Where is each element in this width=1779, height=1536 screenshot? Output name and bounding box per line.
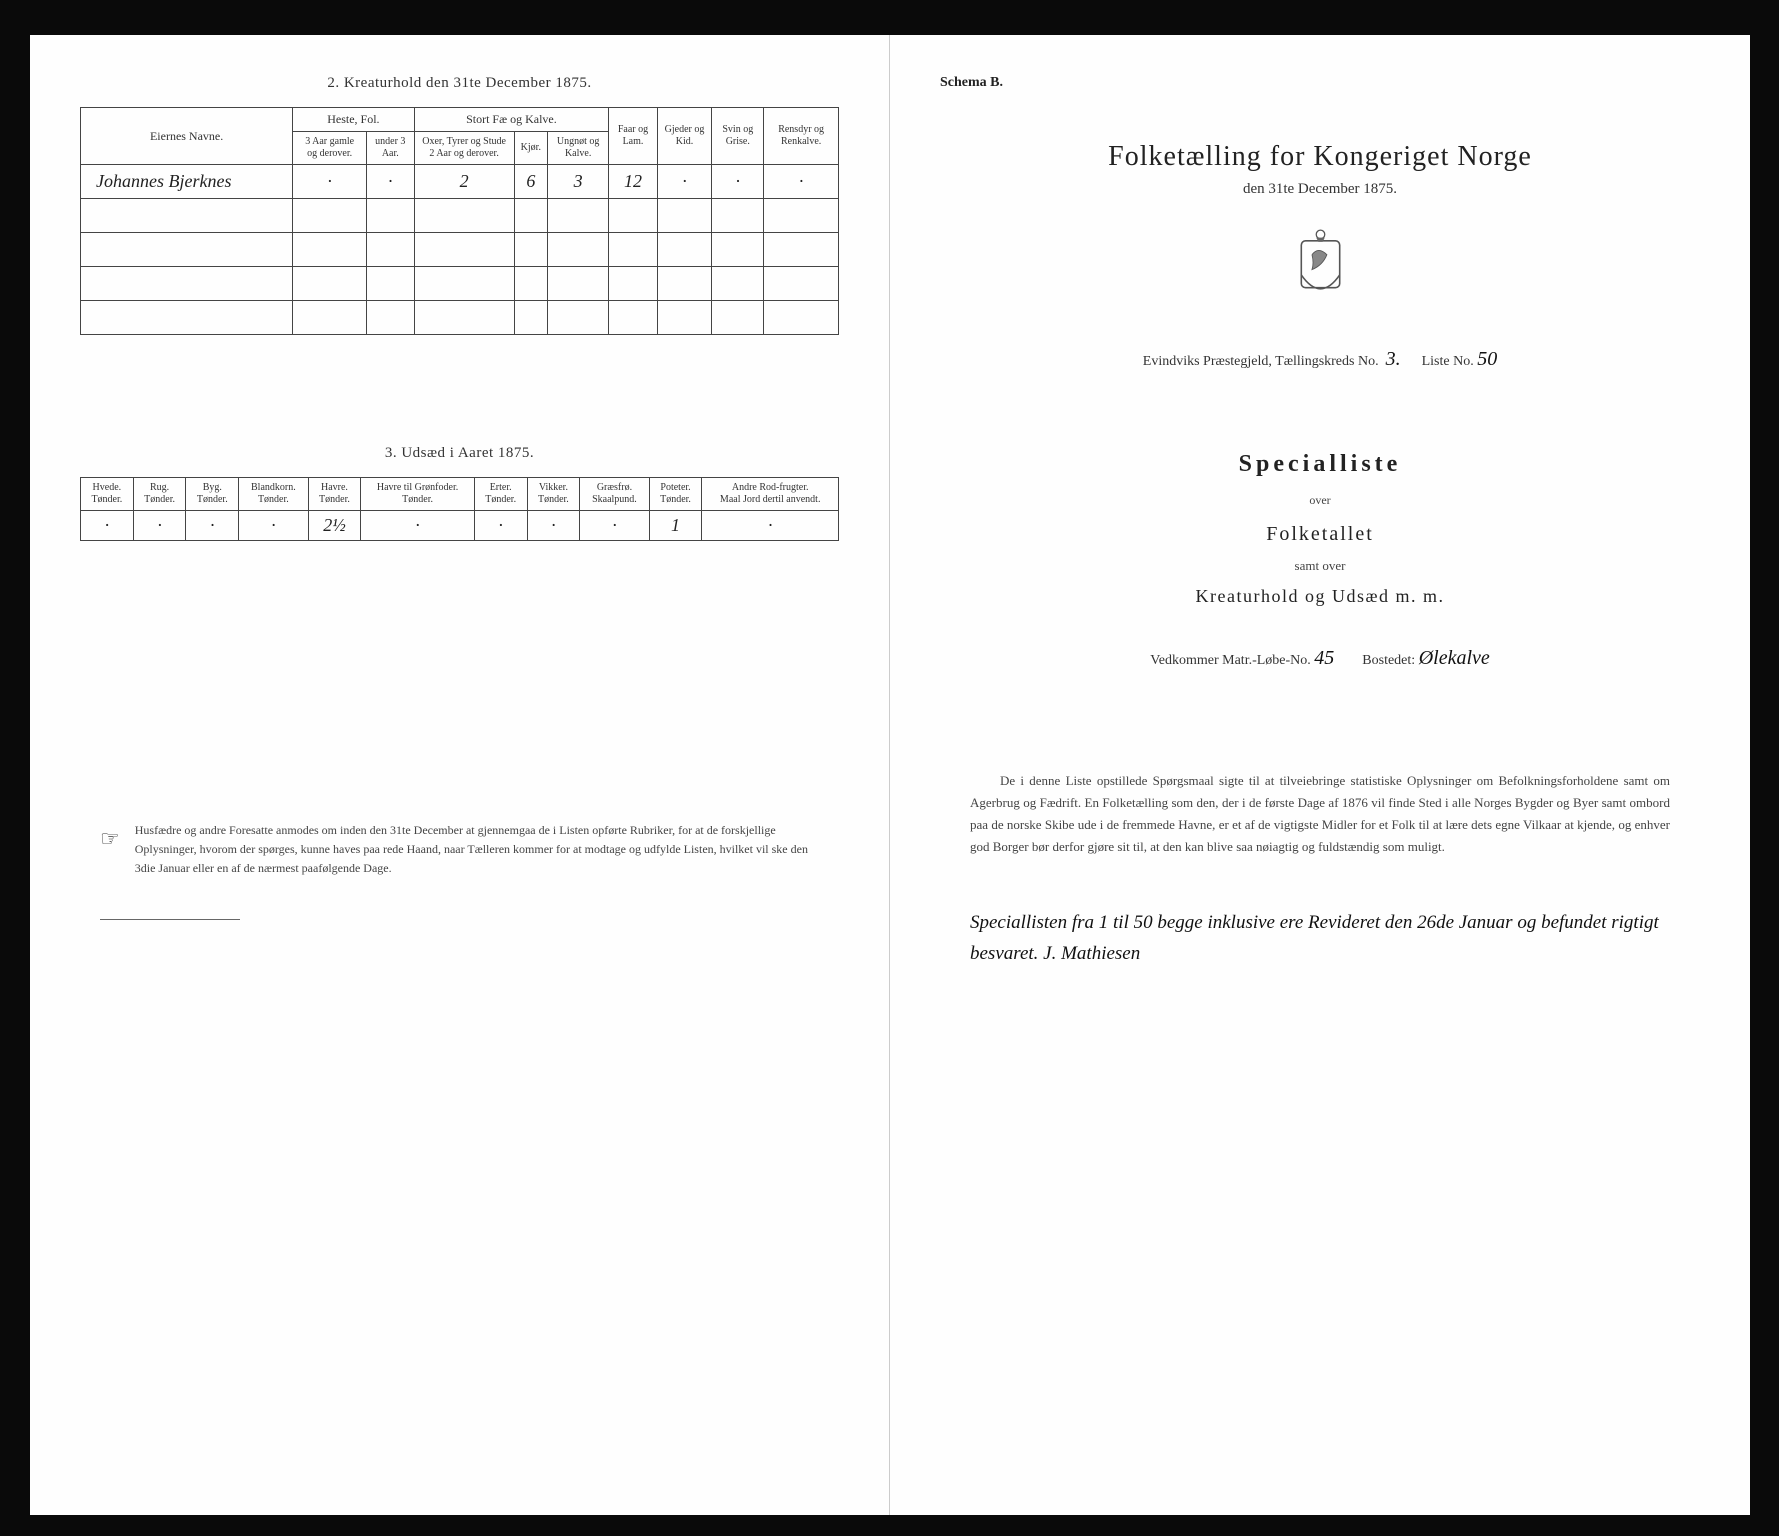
footnote-text: Husfædre og andre Foresatte anmodes om i… (135, 821, 819, 879)
cell: 12 (609, 165, 657, 199)
th: Havre.Tønder. (308, 478, 361, 511)
bostedet-label: Bostedet: (1362, 653, 1415, 668)
cell: 2½ (308, 511, 361, 541)
th: Rug.Tønder. (133, 478, 186, 511)
th-heste: Heste, Fol. (293, 108, 414, 132)
table-row: · · · · 2½ · · · · 1 · (81, 511, 839, 541)
cell: · (527, 511, 580, 541)
over-text: over (940, 493, 1700, 508)
main-title: Folketælling for Kongeriget Norge (940, 141, 1700, 173)
kreatur-text: Kreaturhold og Udsæd m. m. (940, 586, 1700, 607)
th: Andre Rod-frugter.Maal Jord dertil anven… (702, 478, 839, 511)
th: Vikker.Tønder. (527, 478, 580, 511)
cell: · (580, 511, 649, 541)
meta-line: Evindviks Præstegjeld, Tællingskreds No.… (940, 348, 1700, 371)
udsaed-table: Hvede.Tønder. Rug.Tønder. Byg.Tønder. Bl… (80, 477, 839, 541)
th-faar: Faar og Lam. (609, 108, 657, 165)
liste-no: 50 (1477, 348, 1497, 370)
cell: · (186, 511, 239, 541)
folketallet: Folketallet (940, 523, 1700, 546)
table1-title: 2. Kreaturhold den 31te December 1875. (80, 75, 839, 92)
pointing-hand-icon: ☞ (100, 821, 120, 879)
kreaturhold-table: Eiernes Navne. Heste, Fol. Stort Fæ og K… (80, 107, 839, 335)
th: Havre til Grønfoder.Tønder. (361, 478, 475, 511)
cell: · (239, 511, 308, 541)
th: Byg.Tønder. (186, 478, 239, 511)
cell-name: Johannes Bjerknes (81, 165, 293, 199)
th-svin: Svin og Grise. (712, 108, 764, 165)
th-gjeder: Gjeder og Kid. (657, 108, 712, 165)
table-row: Johannes Bjerknes · · 2 6 3 12 · · · (81, 165, 839, 199)
th-fae1: Oxer, Tyrer og Stude 2 Aar og derover. (414, 132, 514, 165)
right-page: Schema B. Folketælling for Kongeriget No… (890, 35, 1750, 1515)
coat-of-arms-icon (1288, 228, 1353, 308)
cell: · (764, 165, 839, 199)
cell: 1 (649, 511, 702, 541)
cell: · (474, 511, 527, 541)
cell: · (657, 165, 712, 199)
th-rensdyr: Rensdyr og Renkalve. (764, 108, 839, 165)
th: Poteter.Tønder. (649, 478, 702, 511)
vedkommer-line: Vedkommer Matr.-Løbe-No. 45 Bostedet: Øl… (940, 647, 1700, 670)
schema-label: Schema B. (940, 75, 1700, 91)
table-row (81, 301, 839, 335)
footnote: ☞ Husfædre og andre Foresatte anmodes om… (80, 821, 839, 879)
th-heste2: under 3 Aar. (367, 132, 414, 165)
signature: Speciallisten fra 1 til 50 begge inklusi… (940, 908, 1700, 969)
kreds-no: 3. (1386, 348, 1401, 370)
bostedet: Ølekalve (1419, 647, 1490, 669)
cell: · (293, 165, 367, 199)
th-heste1: 3 Aar gamle og derover. (293, 132, 367, 165)
th-fae: Stort Fæ og Kalve. (414, 108, 609, 132)
cell: 6 (514, 165, 547, 199)
subtitle: den 31te December 1875. (940, 181, 1700, 198)
vedkommer-label: Vedkommer Matr.-Løbe-No. (1150, 653, 1311, 668)
divider (100, 919, 240, 920)
cell: 3 (547, 165, 608, 199)
special-title: Specialliste (940, 451, 1700, 478)
th: Blandkorn.Tønder. (239, 478, 308, 511)
cell: · (133, 511, 186, 541)
cell: · (361, 511, 475, 541)
th-fae3: Ungnøt og Kalve. (547, 132, 608, 165)
cell: · (81, 511, 134, 541)
table2-title: 3. Udsæd i Aaret 1875. (80, 445, 839, 462)
th: Hvede.Tønder. (81, 478, 134, 511)
liste-label: Liste No. (1422, 354, 1474, 369)
cell: · (367, 165, 414, 199)
vedkommer-no: 45 (1314, 647, 1334, 669)
cell: · (702, 511, 839, 541)
cell: 2 (414, 165, 514, 199)
th: Græsfrø.Skaalpund. (580, 478, 649, 511)
samt-text: samt over (940, 558, 1700, 574)
th-fae2: Kjør. (514, 132, 547, 165)
cell: · (712, 165, 764, 199)
body-text: De i denne Liste opstillede Spørgsmaal s… (940, 770, 1700, 858)
table-row (81, 233, 839, 267)
document-scan: 2. Kreaturhold den 31te December 1875. E… (30, 35, 1750, 1515)
meta-prefix: Evindviks Præstegjeld, Tællingskreds No. (1143, 354, 1379, 369)
th-name: Eiernes Navne. (81, 108, 293, 165)
table-row (81, 199, 839, 233)
th: Erter.Tønder. (474, 478, 527, 511)
left-page: 2. Kreaturhold den 31te December 1875. E… (30, 35, 890, 1515)
table-row (81, 267, 839, 301)
